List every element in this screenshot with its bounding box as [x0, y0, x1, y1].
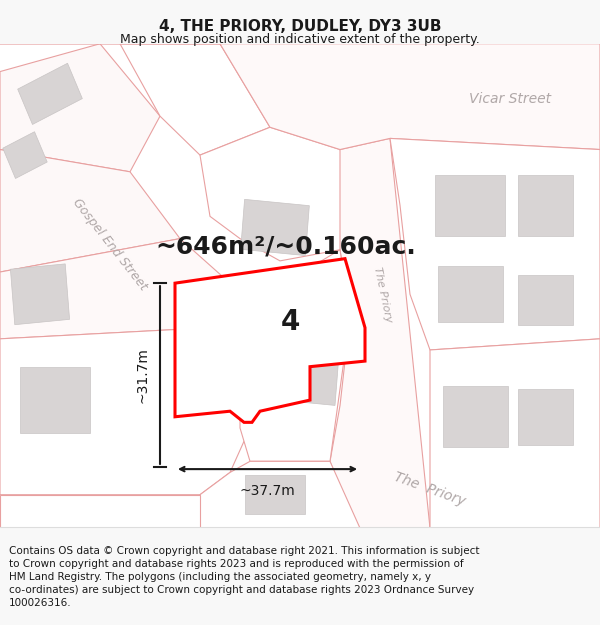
Text: HM Land Registry. The polygons (including the associated geometry, namely x, y: HM Land Registry. The polygons (includin…: [9, 572, 431, 582]
Text: The  Priory: The Priory: [392, 470, 467, 509]
Polygon shape: [175, 259, 365, 422]
Text: 4, THE PRIORY, DUDLEY, DY3 3UB: 4, THE PRIORY, DUDLEY, DY3 3UB: [159, 19, 441, 34]
Polygon shape: [443, 386, 508, 448]
Polygon shape: [17, 63, 82, 124]
Polygon shape: [0, 495, 200, 528]
Polygon shape: [435, 174, 505, 236]
Polygon shape: [517, 174, 572, 236]
Polygon shape: [0, 328, 250, 495]
Polygon shape: [210, 250, 350, 461]
Polygon shape: [430, 339, 600, 528]
Polygon shape: [0, 239, 230, 339]
Text: The Priory: The Priory: [372, 266, 394, 323]
Polygon shape: [330, 138, 430, 528]
Polygon shape: [245, 475, 305, 514]
Polygon shape: [20, 367, 90, 434]
Text: ~646m²/~0.160ac.: ~646m²/~0.160ac.: [155, 234, 416, 258]
Polygon shape: [241, 199, 310, 256]
Polygon shape: [200, 461, 360, 528]
Text: co-ordinates) are subject to Crown copyright and database rights 2023 Ordnance S: co-ordinates) are subject to Crown copyr…: [9, 585, 474, 595]
Text: ~31.7m: ~31.7m: [136, 347, 150, 403]
Polygon shape: [390, 138, 600, 350]
Text: Contains OS data © Crown copyright and database right 2021. This information is : Contains OS data © Crown copyright and d…: [9, 546, 479, 556]
Polygon shape: [517, 389, 572, 444]
Polygon shape: [120, 44, 270, 155]
Text: 100026316.: 100026316.: [9, 598, 71, 608]
Polygon shape: [0, 44, 600, 149]
Polygon shape: [3, 132, 47, 179]
Polygon shape: [200, 127, 370, 261]
Polygon shape: [0, 44, 160, 172]
Text: Vicar Street: Vicar Street: [469, 92, 551, 106]
Polygon shape: [0, 149, 180, 272]
Text: ~37.7m: ~37.7m: [239, 484, 295, 498]
Polygon shape: [437, 266, 503, 322]
Text: Gospel End Street: Gospel End Street: [70, 196, 150, 292]
Polygon shape: [280, 339, 340, 406]
Text: to Crown copyright and database rights 2023 and is reproduced with the permissio: to Crown copyright and database rights 2…: [9, 559, 464, 569]
Polygon shape: [517, 275, 572, 325]
Polygon shape: [220, 44, 310, 94]
Polygon shape: [10, 264, 70, 325]
Text: Map shows position and indicative extent of the property.: Map shows position and indicative extent…: [120, 33, 480, 46]
Text: 4: 4: [280, 308, 299, 336]
